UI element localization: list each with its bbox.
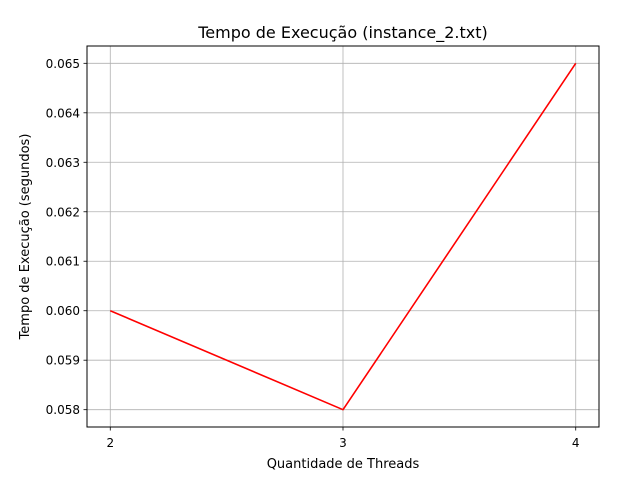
- y-axis-label: Tempo de Execução (segundos): [18, 134, 33, 341]
- x-axis: 2 3 4: [106, 427, 580, 450]
- y-tick-label: 0.060: [46, 304, 80, 318]
- series-layer: [109, 62, 577, 411]
- series-line: [109, 62, 577, 411]
- chart-title: Tempo de Execução (instance_2.txt): [197, 23, 488, 43]
- y-tick-label: 0.063: [46, 156, 80, 170]
- y-axis: 0.058 0.059 0.060 0.061 0.062 0.063 0.064 0.065: [46, 57, 87, 417]
- y-tick-label: 0.058: [46, 403, 80, 417]
- x-tick-label: 4: [572, 436, 580, 450]
- x-axis-label: Quantidade de Threads: [267, 457, 420, 472]
- y-tick-label: 0.064: [46, 106, 80, 120]
- y-tick-label: 0.062: [46, 205, 80, 219]
- x-tick-label: 3: [339, 436, 347, 450]
- y-tick-label: 0.065: [46, 57, 80, 71]
- grid-lines: [87, 46, 599, 427]
- x-tick-label: 2: [106, 436, 114, 450]
- y-tick-label: 0.061: [46, 255, 80, 269]
- y-tick-label: 0.059: [46, 354, 80, 368]
